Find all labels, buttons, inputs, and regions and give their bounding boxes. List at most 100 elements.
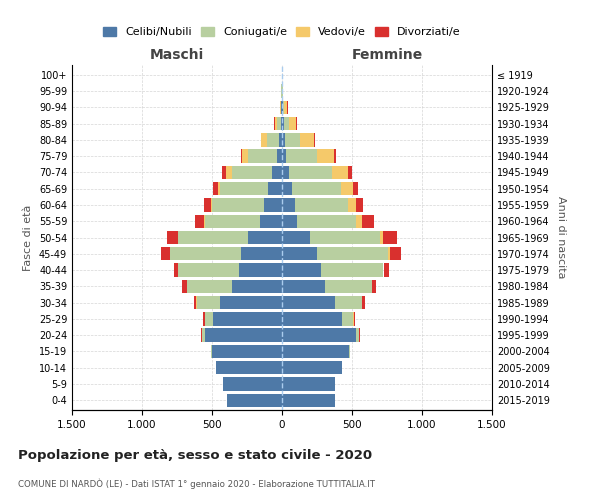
Bar [298,214,356,228]
Bar [178,264,239,276]
Bar [280,100,281,114]
Bar [232,166,272,179]
Bar [211,198,212,211]
Bar [223,378,282,390]
Bar [161,247,170,260]
Bar [289,166,332,179]
Bar [205,328,282,342]
Bar [242,150,248,163]
Bar [383,231,397,244]
Bar [268,182,282,196]
Bar [202,328,205,342]
Bar [296,117,297,130]
Bar [187,280,232,293]
Bar [248,231,282,244]
Bar [167,231,178,244]
Text: Maschi: Maschi [150,48,204,62]
Bar [372,280,376,293]
Bar [282,198,295,211]
Bar [280,133,282,146]
Bar [214,182,218,196]
Bar [284,117,289,130]
Bar [282,166,289,179]
Bar [362,214,374,228]
Bar [348,166,352,179]
Bar [218,182,220,196]
Bar [275,117,277,130]
Bar [292,182,341,196]
Bar [203,312,205,326]
Bar [282,150,286,163]
Bar [314,133,316,146]
Bar [300,133,314,146]
Bar [282,231,310,244]
Bar [362,296,365,310]
Bar [201,328,202,342]
Bar [239,264,282,276]
Bar [390,247,401,260]
Bar [220,296,282,310]
Bar [285,133,300,146]
Bar [356,198,363,211]
Bar [197,296,220,310]
Bar [272,166,282,179]
Bar [356,328,359,342]
Bar [342,312,353,326]
Bar [282,296,335,310]
Bar [282,182,292,196]
Bar [282,133,285,146]
Bar [170,247,241,260]
Bar [321,264,383,276]
Bar [227,394,282,407]
Bar [380,231,383,244]
Bar [203,198,211,211]
Bar [211,344,212,358]
Text: COMUNE DI NARDÒ (LE) - Dati ISTAT 1° gennaio 2020 - Elaborazione TUTTITALIA.IT: COMUNE DI NARDÒ (LE) - Dati ISTAT 1° gen… [18,478,375,489]
Bar [267,133,280,146]
Bar [348,198,356,211]
Bar [182,280,187,293]
Bar [286,150,317,163]
Bar [220,182,268,196]
Bar [282,264,321,276]
Bar [205,312,214,326]
Bar [282,280,325,293]
Bar [214,312,282,326]
Bar [264,198,282,211]
Bar [282,378,335,390]
Bar [277,117,281,130]
Bar [174,264,178,276]
Bar [284,100,287,114]
Bar [260,214,282,228]
Bar [261,133,267,146]
Bar [212,198,264,211]
Text: Popolazione per età, sesso e stato civile - 2020: Popolazione per età, sesso e stato civil… [18,450,372,462]
Bar [260,133,261,146]
Bar [335,296,362,310]
Bar [281,117,282,130]
Bar [282,394,335,407]
Bar [332,166,348,179]
Y-axis label: Fasce di età: Fasce di età [23,204,33,270]
Bar [248,150,277,163]
Bar [282,247,317,260]
Bar [359,328,360,342]
Text: Femmine: Femmine [352,48,422,62]
Bar [282,117,284,130]
Bar [282,328,356,342]
Bar [226,166,232,179]
Bar [282,312,342,326]
Legend: Celibi/Nubili, Coniugati/e, Vedovi/e, Divorziati/e: Celibi/Nubili, Coniugati/e, Vedovi/e, Di… [99,22,465,42]
Bar [178,231,248,244]
Y-axis label: Anni di nascita: Anni di nascita [556,196,566,279]
Bar [289,117,296,130]
Bar [383,264,389,276]
Bar [341,182,353,196]
Bar [216,361,282,374]
Bar [196,214,204,228]
Bar [212,344,282,358]
Bar [334,150,336,163]
Bar [194,296,196,310]
Bar [282,214,298,228]
Bar [388,247,390,260]
